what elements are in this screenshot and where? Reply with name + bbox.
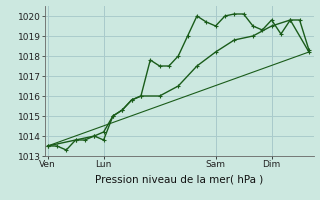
X-axis label: Pression niveau de la mer( hPa ): Pression niveau de la mer( hPa ) xyxy=(95,175,263,185)
